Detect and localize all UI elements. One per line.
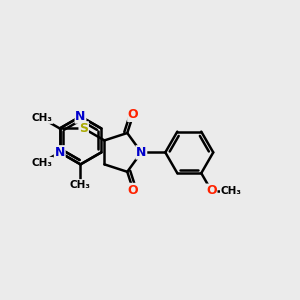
Text: CH₃: CH₃ xyxy=(220,186,242,196)
Text: S: S xyxy=(79,122,88,135)
Text: O: O xyxy=(206,184,217,197)
Text: O: O xyxy=(128,108,139,121)
Text: N: N xyxy=(75,110,86,123)
Text: CH₃: CH₃ xyxy=(32,158,52,168)
Text: O: O xyxy=(128,184,139,196)
Text: N: N xyxy=(55,146,65,159)
Text: CH₃: CH₃ xyxy=(32,113,52,123)
Text: CH₃: CH₃ xyxy=(70,180,91,190)
Text: N: N xyxy=(136,146,146,159)
